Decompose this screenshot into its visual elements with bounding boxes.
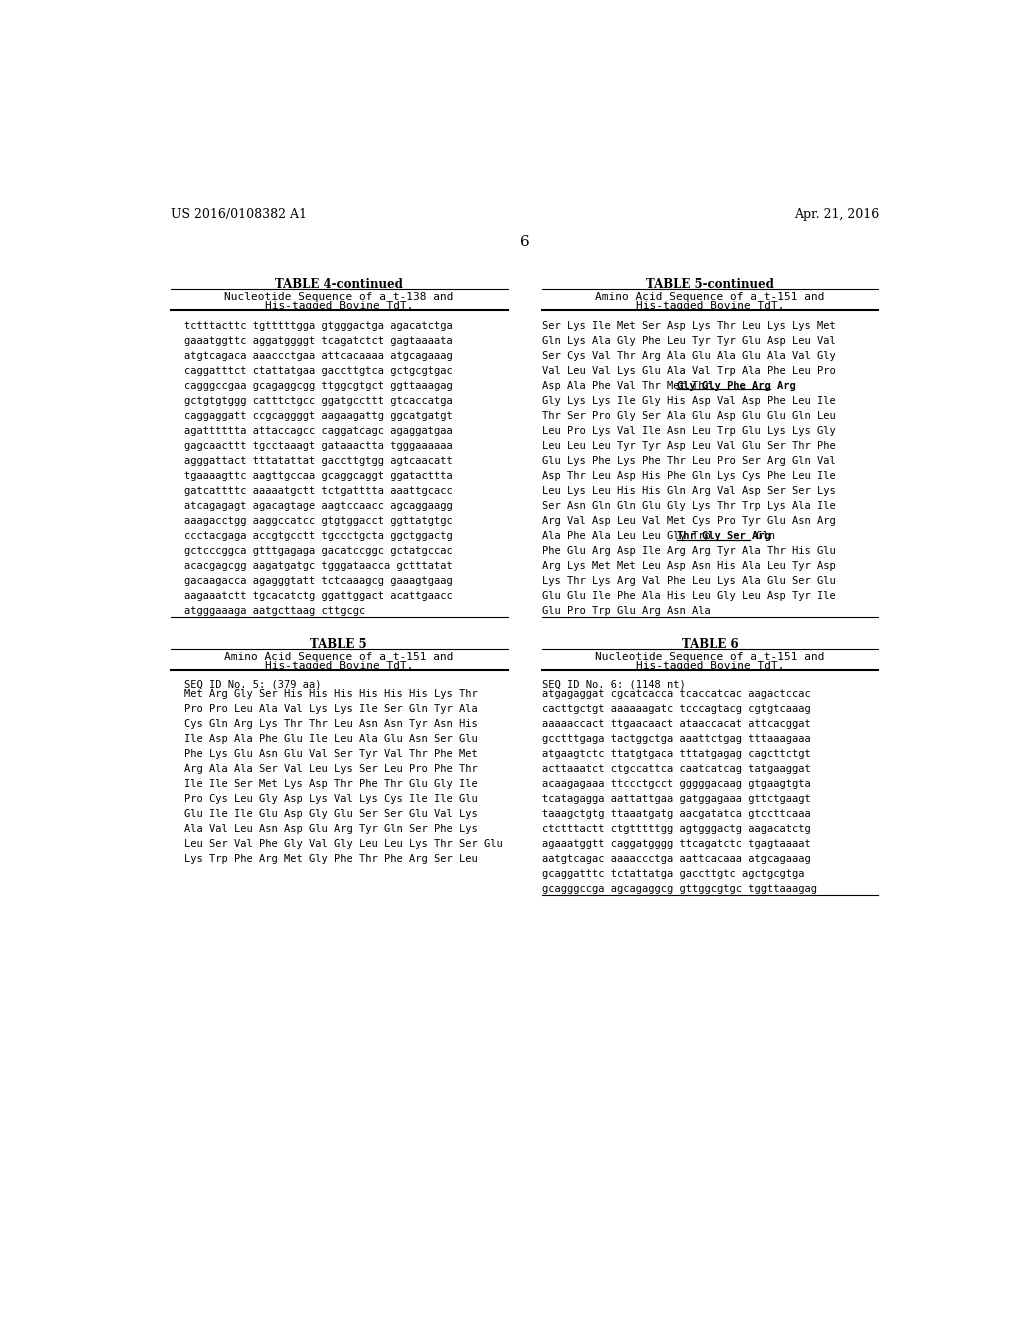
- Text: taaagctgtg ttaaatgatg aacgatatca gtccttcaaa: taaagctgtg ttaaatgatg aacgatatca gtccttc…: [542, 809, 811, 818]
- Text: Ser Lys Ile Met Ser Asp Lys Thr Leu Lys Lys Met: Ser Lys Ile Met Ser Asp Lys Thr Leu Lys …: [542, 321, 836, 331]
- Text: Ala Val Leu Asn Asp Glu Arg Tyr Gln Ser Phe Lys: Ala Val Leu Asn Asp Glu Arg Tyr Gln Ser …: [183, 824, 477, 834]
- Text: Phe Glu Arg Asp Ile Arg Arg Tyr Ala Thr His Glu: Phe Glu Arg Asp Ile Arg Arg Tyr Ala Thr …: [542, 546, 836, 556]
- Text: aaagacctgg aaggccatcc gtgtggacct ggttatgtgc: aaagacctgg aaggccatcc gtgtggacct ggttatg…: [183, 516, 453, 527]
- Text: Thr Gly Ser Arg: Thr Gly Ser Arg: [678, 531, 771, 541]
- Text: gctgtgtggg catttctgcc ggatgccttt gtcaccatga: gctgtgtggg catttctgcc ggatgccttt gtcacca…: [183, 396, 453, 407]
- Text: tctttacttc tgtttttgga gtgggactga agacatctga: tctttacttc tgtttttgga gtgggactga agacatc…: [183, 321, 453, 331]
- Text: aatgtcagac aaaaccctga aattcacaaa atgcagaaag: aatgtcagac aaaaccctga aattcacaaa atgcaga…: [542, 854, 811, 865]
- Text: Asp Ala Phe Val Thr Met Thr: Asp Ala Phe Val Thr Met Thr: [542, 381, 717, 391]
- Text: Leu Leu Leu Tyr Tyr Asp Leu Val Glu Ser Thr Phe: Leu Leu Leu Tyr Tyr Asp Leu Val Glu Ser …: [542, 441, 836, 451]
- Text: Ile Asp Ala Phe Glu Ile Leu Ala Glu Asn Ser Glu: Ile Asp Ala Phe Glu Ile Leu Ala Glu Asn …: [183, 734, 477, 744]
- Text: Arg Lys Met Met Leu Asp Asn His Ala Leu Tyr Asp: Arg Lys Met Met Leu Asp Asn His Ala Leu …: [542, 561, 836, 572]
- Text: TABLE 5-continued: TABLE 5-continued: [646, 277, 774, 290]
- Text: Leu Ser Val Phe Gly Val Gly Leu Leu Lys Thr Ser Glu: Leu Ser Val Phe Gly Val Gly Leu Leu Lys …: [183, 840, 503, 849]
- Text: His-tagged Bovine TdT.: His-tagged Bovine TdT.: [264, 661, 413, 671]
- Text: Lys Thr Lys Arg Val Phe Leu Lys Ala Glu Ser Glu: Lys Thr Lys Arg Val Phe Leu Lys Ala Glu …: [542, 576, 836, 586]
- Text: Leu Pro Lys Val Ile Asn Leu Trp Glu Lys Lys Gly: Leu Pro Lys Val Ile Asn Leu Trp Glu Lys …: [542, 426, 836, 436]
- Text: Met Arg Gly Ser His His His His His His Lys Thr: Met Arg Gly Ser His His His His His His …: [183, 689, 477, 698]
- Text: US 2016/0108382 A1: US 2016/0108382 A1: [171, 209, 306, 222]
- Text: caggatttct ctattatgaa gaccttgtca gctgcgtgac: caggatttct ctattatgaa gaccttgtca gctgcgt…: [183, 366, 453, 376]
- Text: gcagggccga agcagaggcg gttggcgtgc tggttaaagag: gcagggccga agcagaggcg gttggcgtgc tggttaa…: [542, 884, 817, 894]
- Text: SEQ ID No. 5: (379 aa): SEQ ID No. 5: (379 aa): [183, 680, 322, 689]
- Text: gagcaacttt tgcctaaagt gataaactta tgggaaaaaa: gagcaacttt tgcctaaagt gataaactta tgggaaa…: [183, 441, 453, 451]
- Text: aaaaaccact ttgaacaact ataaccacat attcacggat: aaaaaccact ttgaacaact ataaccacat attcacg…: [542, 719, 811, 729]
- Text: Gly Gly Phe Arg Arg: Gly Gly Phe Arg Arg: [678, 381, 797, 391]
- Text: atgggaaaga aatgcttaag cttgcgc: atgggaaaga aatgcttaag cttgcgc: [183, 606, 365, 616]
- Text: Nucleotide Sequence of a t-151 and: Nucleotide Sequence of a t-151 and: [595, 652, 824, 661]
- Text: TABLE 5: TABLE 5: [310, 638, 368, 651]
- Text: cacttgctgt aaaaaagatc tcccagtacg cgtgtcaaag: cacttgctgt aaaaaagatc tcccagtacg cgtgtca…: [542, 704, 811, 714]
- Text: Ser Asn Gln Gln Glu Gly Lys Thr Trp Lys Ala Ile: Ser Asn Gln Gln Glu Gly Lys Thr Trp Lys …: [542, 502, 836, 511]
- Text: 6: 6: [520, 235, 529, 249]
- Text: gcctttgaga tactggctga aaattctgag tttaaagaaa: gcctttgaga tactggctga aaattctgag tttaaag…: [542, 734, 811, 744]
- Text: Arg Ala Ala Ser Val Leu Lys Ser Leu Pro Phe Thr: Arg Ala Ala Ser Val Leu Lys Ser Leu Pro …: [183, 764, 477, 774]
- Text: agatttttta attaccagcc caggatcagc agaggatgaa: agatttttta attaccagcc caggatcagc agaggat…: [183, 426, 453, 436]
- Text: agaaatggtt caggatgggg ttcagatctc tgagtaaaat: agaaatggtt caggatgggg ttcagatctc tgagtaa…: [542, 840, 811, 849]
- Text: TABLE 6: TABLE 6: [682, 638, 738, 651]
- Text: tcatagagga aattattgaa gatggagaaa gttctgaagt: tcatagagga aattattgaa gatggagaaa gttctga…: [542, 795, 811, 804]
- Text: Ala Phe Ala Leu Leu Gly Trp: Ala Phe Ala Leu Leu Gly Trp: [542, 531, 717, 541]
- Text: Glu Lys Phe Lys Phe Thr Leu Pro Ser Arg Gln Val: Glu Lys Phe Lys Phe Thr Leu Pro Ser Arg …: [542, 455, 836, 466]
- Text: atgaagtctc ttatgtgaca tttatgagag cagcttctgt: atgaagtctc ttatgtgaca tttatgagag cagcttc…: [542, 748, 811, 759]
- Text: Val Leu Val Lys Glu Ala Val Trp Ala Phe Leu Pro: Val Leu Val Lys Glu Ala Val Trp Ala Phe …: [542, 366, 836, 376]
- Text: His-tagged Bovine TdT.: His-tagged Bovine TdT.: [636, 661, 784, 671]
- Text: gaaatggttc aggatggggt tcagatctct gagtaaaata: gaaatggttc aggatggggt tcagatctct gagtaaa…: [183, 335, 453, 346]
- Text: acttaaatct ctgccattca caatcatcag tatgaaggat: acttaaatct ctgccattca caatcatcag tatgaag…: [542, 764, 811, 774]
- Text: Arg Val Asp Leu Val Met Cys Pro Tyr Glu Asn Arg: Arg Val Asp Leu Val Met Cys Pro Tyr Glu …: [542, 516, 836, 527]
- Text: Cys Gln Arg Lys Thr Thr Leu Asn Asn Tyr Asn His: Cys Gln Arg Lys Thr Thr Leu Asn Asn Tyr …: [183, 719, 477, 729]
- Text: gacaagacca agagggtatt tctcaaagcg gaaagtgaag: gacaagacca agagggtatt tctcaaagcg gaaagtg…: [183, 576, 453, 586]
- Text: Ile Ile Ser Met Lys Asp Thr Phe Thr Glu Gly Ile: Ile Ile Ser Met Lys Asp Thr Phe Thr Glu …: [183, 779, 477, 789]
- Text: Pro Cys Leu Gly Asp Lys Val Lys Cys Ile Ile Glu: Pro Cys Leu Gly Asp Lys Val Lys Cys Ile …: [183, 795, 477, 804]
- Text: His-tagged Bovine TdT.: His-tagged Bovine TdT.: [636, 301, 784, 310]
- Text: acacgagcgg aagatgatgc tgggataacca gctttatat: acacgagcgg aagatgatgc tgggataacca gcttta…: [183, 561, 453, 572]
- Text: Glu Ile Ile Glu Asp Gly Glu Ser Ser Glu Val Lys: Glu Ile Ile Glu Asp Gly Glu Ser Ser Glu …: [183, 809, 477, 818]
- Text: Gly Lys Lys Ile Gly His Asp Val Asp Phe Leu Ile: Gly Lys Lys Ile Gly His Asp Val Asp Phe …: [542, 396, 836, 407]
- Text: gcaggatttc tctattatga gaccttgtc agctgcgtga: gcaggatttc tctattatga gaccttgtc agctgcgt…: [542, 869, 804, 879]
- Text: Amino Acid Sequence of a t-151 and: Amino Acid Sequence of a t-151 and: [224, 652, 454, 661]
- Text: TABLE 4-continued: TABLE 4-continued: [274, 277, 402, 290]
- Text: Ser Cys Val Thr Arg Ala Glu Ala Glu Ala Val Gly: Ser Cys Val Thr Arg Ala Glu Ala Glu Ala …: [542, 351, 836, 360]
- Text: atgtcagaca aaaccctgaa attcacaaaa atgcagaaag: atgtcagaca aaaccctgaa attcacaaaa atgcaga…: [183, 351, 453, 360]
- Text: Glu Glu Ile Phe Ala His Leu Gly Leu Asp Tyr Ile: Glu Glu Ile Phe Ala His Leu Gly Leu Asp …: [542, 591, 836, 601]
- Text: Asp Thr Leu Asp His Phe Gln Lys Cys Phe Leu Ile: Asp Thr Leu Asp His Phe Gln Lys Cys Phe …: [542, 471, 836, 480]
- Text: ctctttactt ctgtttttgg agtgggactg aagacatctg: ctctttactt ctgtttttgg agtgggactg aagacat…: [542, 824, 811, 834]
- Text: acaagagaaa ttccctgcct gggggacaag gtgaagtgta: acaagagaaa ttccctgcct gggggacaag gtgaagt…: [542, 779, 811, 789]
- Text: ccctacgaga accgtgcctt tgccctgcta ggctggactg: ccctacgaga accgtgcctt tgccctgcta ggctgga…: [183, 531, 453, 541]
- Text: gatcattttc aaaaatgctt tctgatttta aaattgcacc: gatcattttc aaaaatgctt tctgatttta aaattgc…: [183, 486, 453, 496]
- Text: Lys Trp Phe Arg Met Gly Phe Thr Phe Arg Ser Leu: Lys Trp Phe Arg Met Gly Phe Thr Phe Arg …: [183, 854, 477, 865]
- Text: agggattact tttatattat gaccttgtgg agtcaacatt: agggattact tttatattat gaccttgtgg agtcaac…: [183, 455, 453, 466]
- Text: SEQ ID No. 6: (1148 nt): SEQ ID No. 6: (1148 nt): [542, 680, 686, 689]
- Text: Amino Acid Sequence of a t-151 and: Amino Acid Sequence of a t-151 and: [595, 292, 824, 301]
- Text: Gln Lys Ala Gly Phe Leu Tyr Tyr Glu Asp Leu Val: Gln Lys Ala Gly Phe Leu Tyr Tyr Glu Asp …: [542, 335, 836, 346]
- Text: caggaggatt ccgcaggggt aagaagattg ggcatgatgt: caggaggatt ccgcaggggt aagaagattg ggcatga…: [183, 411, 453, 421]
- Text: atgagaggat cgcatcacca tcaccatcac aagactccac: atgagaggat cgcatcacca tcaccatcac aagactc…: [542, 689, 811, 698]
- Text: His-tagged Bovine TdT.: His-tagged Bovine TdT.: [264, 301, 413, 310]
- Text: Leu Lys Leu His His Gln Arg Val Asp Ser Ser Lys: Leu Lys Leu His His Gln Arg Val Asp Ser …: [542, 486, 836, 496]
- Text: tgaaaagttc aagttgccaa gcaggcaggt ggatacttta: tgaaaagttc aagttgccaa gcaggcaggt ggatact…: [183, 471, 453, 480]
- Text: cagggccgaa gcagaggcgg ttggcgtgct ggttaaagag: cagggccgaa gcagaggcgg ttggcgtgct ggttaaa…: [183, 381, 453, 391]
- Text: Gln: Gln: [751, 531, 775, 541]
- Text: atcagagagt agacagtage aagtccaacc agcaggaagg: atcagagagt agacagtage aagtccaacc agcagga…: [183, 502, 453, 511]
- Text: aagaaatctt tgcacatctg ggattggact acattgaacc: aagaaatctt tgcacatctg ggattggact acattga…: [183, 591, 453, 601]
- Text: Glu Pro Trp Glu Arg Asn Ala: Glu Pro Trp Glu Arg Asn Ala: [542, 606, 711, 616]
- Text: Nucleotide Sequence of a t-138 and: Nucleotide Sequence of a t-138 and: [224, 292, 454, 301]
- Text: Pro Pro Leu Ala Val Lys Lys Ile Ser Gln Tyr Ala: Pro Pro Leu Ala Val Lys Lys Ile Ser Gln …: [183, 704, 477, 714]
- Text: Apr. 21, 2016: Apr. 21, 2016: [794, 209, 879, 222]
- Text: gctcccggca gtttgagaga gacatccggc gctatgccac: gctcccggca gtttgagaga gacatccggc gctatgc…: [183, 546, 453, 556]
- Text: Thr Ser Pro Gly Ser Ala Glu Asp Glu Glu Gln Leu: Thr Ser Pro Gly Ser Ala Glu Asp Glu Glu …: [542, 411, 836, 421]
- Text: Phe Lys Glu Asn Glu Val Ser Tyr Val Thr Phe Met: Phe Lys Glu Asn Glu Val Ser Tyr Val Thr …: [183, 748, 477, 759]
